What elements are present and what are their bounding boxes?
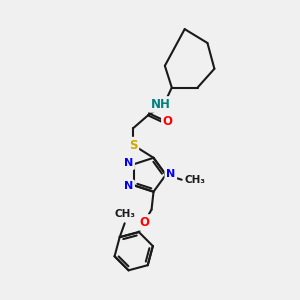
Text: S: S bbox=[129, 139, 137, 152]
Text: O: O bbox=[163, 115, 173, 128]
Text: CH₃: CH₃ bbox=[114, 209, 135, 219]
Text: CH₃: CH₃ bbox=[185, 175, 206, 185]
Text: NH: NH bbox=[151, 98, 171, 111]
Text: N: N bbox=[124, 181, 133, 191]
Text: N: N bbox=[166, 169, 176, 179]
Text: O: O bbox=[140, 216, 150, 229]
Text: N: N bbox=[124, 158, 133, 168]
